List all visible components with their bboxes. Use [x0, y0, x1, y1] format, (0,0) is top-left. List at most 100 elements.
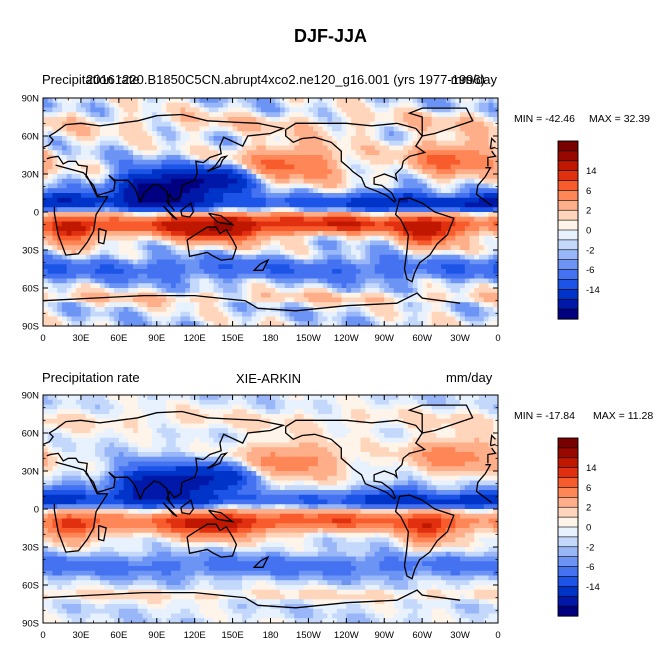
field-cell: [384, 395, 390, 401]
field-cell: [95, 316, 101, 322]
field-cell: [80, 231, 87, 237]
field-cell: [227, 250, 234, 256]
field-cell: [327, 297, 333, 303]
field-cell: [469, 259, 475, 265]
field-cell: [189, 399, 196, 406]
field-cell: [156, 174, 163, 180]
field-cell: [460, 202, 466, 208]
field-cell: [76, 178, 82, 185]
field-cell: [336, 202, 343, 208]
field-cell: [426, 399, 433, 406]
field-cell: [294, 202, 300, 208]
field-cell: [57, 288, 63, 294]
field-cell: [90, 126, 96, 132]
field-cell: [488, 98, 494, 104]
field-cell: [464, 193, 471, 199]
field-cell: [166, 240, 172, 246]
field-cell: [275, 117, 281, 123]
field-cell: [47, 307, 54, 313]
field-cell: [242, 183, 248, 189]
field-cell: [128, 131, 134, 137]
field-cell: [265, 145, 272, 151]
field-cell: [298, 102, 305, 109]
field-cell: [99, 145, 106, 151]
field-cell: [218, 183, 224, 189]
field-cell: [137, 107, 144, 113]
field-cell: [374, 259, 381, 265]
field-cell: [142, 131, 148, 137]
field-cell: [166, 188, 172, 194]
field-cell: [360, 231, 366, 237]
field-cell: [370, 278, 376, 284]
field-cell: [417, 283, 423, 289]
field-cell: [403, 188, 409, 194]
field-cell: [407, 188, 414, 194]
coastline-12: [489, 137, 496, 150]
field-cell: [322, 126, 328, 132]
field-cell: [365, 307, 371, 313]
field-cell: [104, 302, 110, 308]
field-cell: [403, 183, 409, 189]
field-cell: [493, 107, 498, 113]
field-cell: [57, 178, 63, 185]
field-cell: [417, 102, 423, 109]
x-tick-label: 0: [495, 333, 500, 344]
field-cell: [133, 117, 139, 123]
field-cell: [213, 269, 219, 275]
field-cell: [355, 126, 362, 132]
field-cell: [104, 155, 110, 161]
field-cell: [213, 159, 219, 166]
field-cell: [298, 112, 305, 118]
field-cell: [346, 193, 352, 199]
field-cell: [52, 126, 58, 132]
field-cell: [251, 273, 257, 280]
field-cell: [52, 174, 58, 180]
field-cell: [137, 183, 144, 189]
field-cell: [374, 254, 381, 261]
panel1-min-text: MIN = -42.46: [514, 113, 575, 125]
x-tick-label: 120W: [334, 333, 359, 344]
field-cell: [407, 164, 414, 170]
field-cell: [284, 221, 291, 227]
field-cell: [256, 273, 262, 280]
field-cell: [123, 221, 129, 227]
field-cell: [156, 311, 163, 318]
field-cell: [261, 155, 267, 161]
field-cell: [118, 212, 125, 218]
field-cell: [284, 278, 291, 284]
field-cell: [137, 245, 144, 251]
field-cell: [388, 245, 395, 251]
field-cell: [227, 399, 234, 406]
field-cell: [374, 245, 381, 251]
field-cell: [227, 269, 234, 275]
field-cell: [152, 145, 158, 151]
field-cell: [61, 235, 68, 242]
field-cell: [346, 395, 352, 401]
field-cell: [118, 150, 125, 156]
field-cell: [57, 131, 63, 137]
field-cell: [242, 169, 248, 175]
field-cell: [43, 311, 49, 318]
field-cell: [279, 297, 286, 303]
field-cell: [109, 273, 115, 280]
field-cell: [351, 307, 357, 313]
field-cell: [332, 207, 338, 213]
field-cell: [76, 145, 82, 151]
field-cell: [303, 102, 310, 109]
field-cell: [407, 112, 414, 118]
field-cell: [303, 112, 310, 118]
field-cell: [123, 107, 129, 113]
field-cell: [95, 250, 101, 256]
field-cell: [123, 197, 129, 204]
field-cell: [261, 292, 267, 299]
field-cell: [251, 316, 257, 322]
field-cell: [346, 264, 352, 270]
field-cell: [71, 207, 77, 213]
field-cell: [374, 159, 381, 166]
field-cell: [289, 254, 295, 261]
field-cell: [322, 174, 328, 180]
field-cell: [147, 283, 153, 289]
field-cell: [242, 240, 248, 246]
field-cell: [223, 259, 229, 265]
field-cell: [213, 250, 219, 256]
